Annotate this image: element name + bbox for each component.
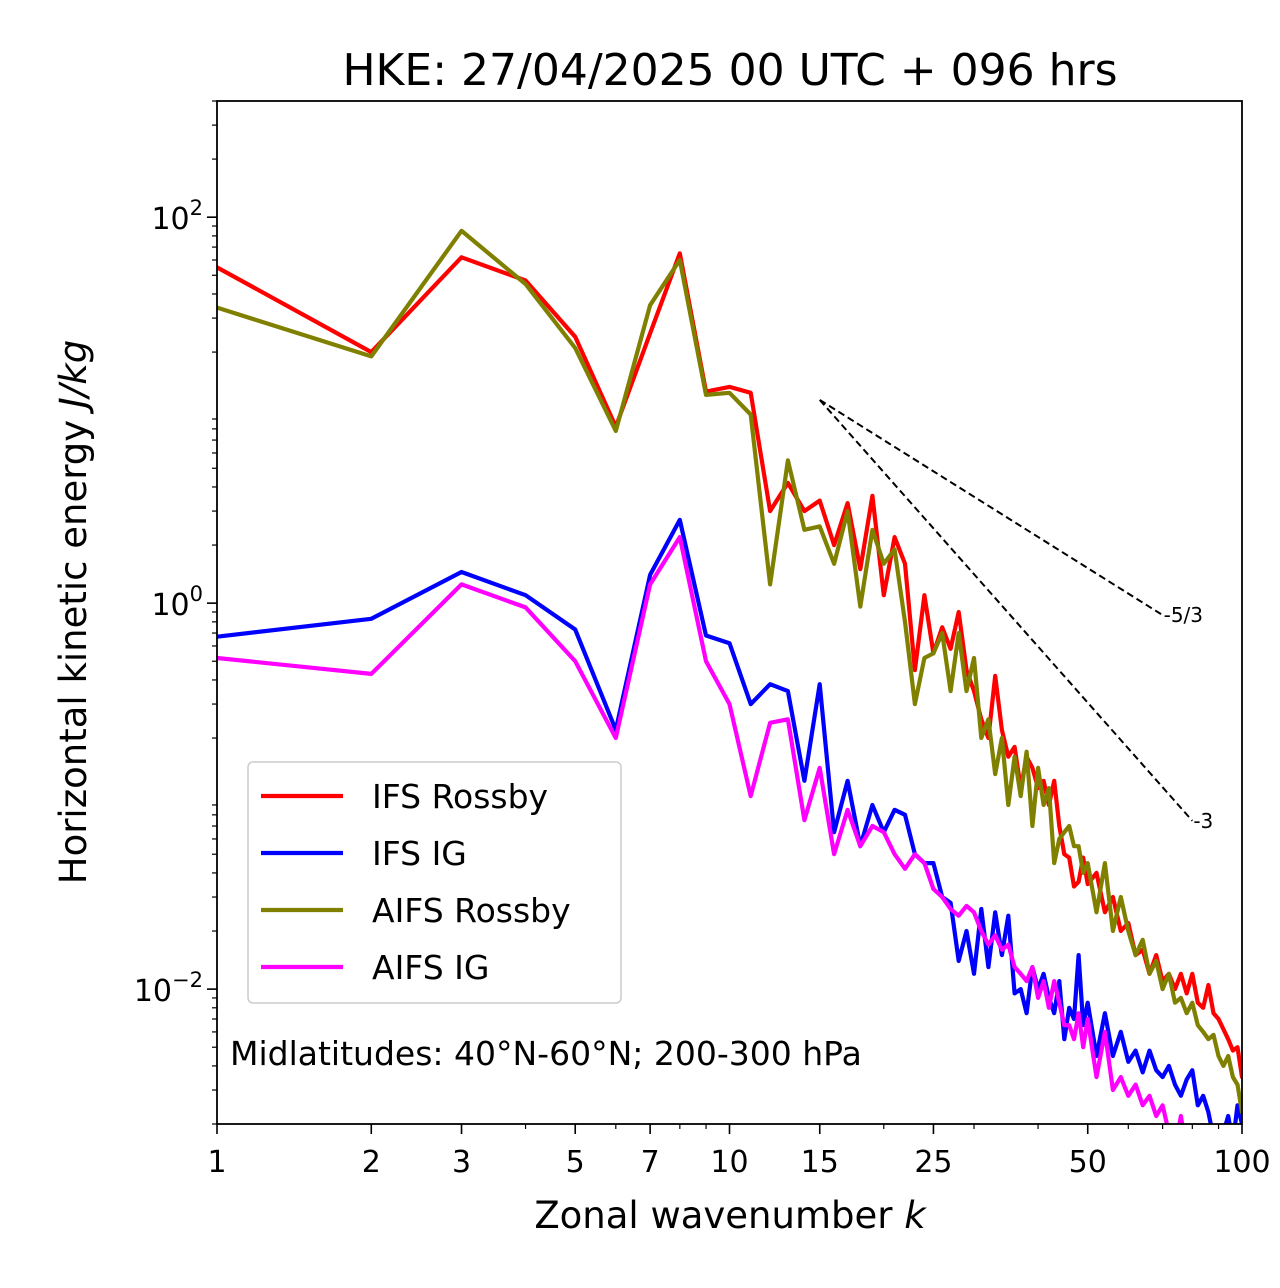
x-axis-label: Zonal wavenumber k (534, 1194, 927, 1237)
legend: IFS Rossby IFS IG AIFS Rossby AIFS IG (247, 761, 622, 1004)
x-tick-label: 7 (641, 1145, 660, 1180)
series-line-ifs-ig (217, 517, 1242, 1124)
x-tick-label: 100 (1213, 1145, 1270, 1180)
x-axis-label-text: Zonal wavenumber (534, 1194, 893, 1237)
y-axis-label: Horizontal kinetic energy J/kg (52, 340, 95, 884)
x-tick-label: 5 (566, 1145, 585, 1180)
y-axis-label-text: Horizontal kinetic energy (52, 420, 95, 884)
x-axis-label-var: k (904, 1194, 927, 1237)
legend-label-ifs-ig: IFS IG (372, 834, 467, 873)
slope-line-2 (818, 399, 1194, 822)
chart-title: HKE: 27/04/2025 00 UTC + 096 hrs (342, 45, 1117, 96)
x-tick-label: 10 (710, 1145, 748, 1180)
x-tick-label: 25 (914, 1145, 952, 1180)
x-tick-label: 1 (207, 1145, 226, 1180)
legend-label-ifs-rossby: IFS Rossby (372, 777, 548, 816)
slope-label-2: -3 (1193, 809, 1213, 833)
slope-label-1: -5/3 (1164, 603, 1203, 627)
series-line-aifs-ig (217, 535, 1185, 1124)
x-tick-label: 15 (801, 1145, 839, 1180)
y-tick-label: 10−2 (134, 968, 203, 1009)
legend-label-aifs-ig: AIFS IG (372, 948, 489, 987)
x-tick-label: 3 (452, 1145, 471, 1180)
y-tick-label: 102 (151, 196, 203, 237)
region-annotation: Midlatitudes: 40°N-60°N; 200-300 hPa (230, 1034, 862, 1073)
series-line-aifs-rossby (217, 228, 1242, 1115)
y-tick-label: 100 (151, 582, 203, 623)
reference-slopes: -5/3 -3 (818, 399, 1213, 833)
slope-line-1 (819, 399, 1164, 616)
x-axis-ticks: 1 2 3 5 7 10 15 25 50 100 (207, 1124, 1271, 1180)
y-axis-label-unit: J/kg (52, 340, 95, 415)
y-axis-ticks: 102 100 10−2 (134, 100, 217, 1125)
series-lines (217, 228, 1242, 1124)
legend-label-aifs-rossby: AIFS Rossby (372, 891, 571, 930)
x-tick-label: 50 (1069, 1145, 1107, 1180)
x-tick-label: 2 (362, 1145, 381, 1180)
legend-box (247, 761, 622, 1004)
